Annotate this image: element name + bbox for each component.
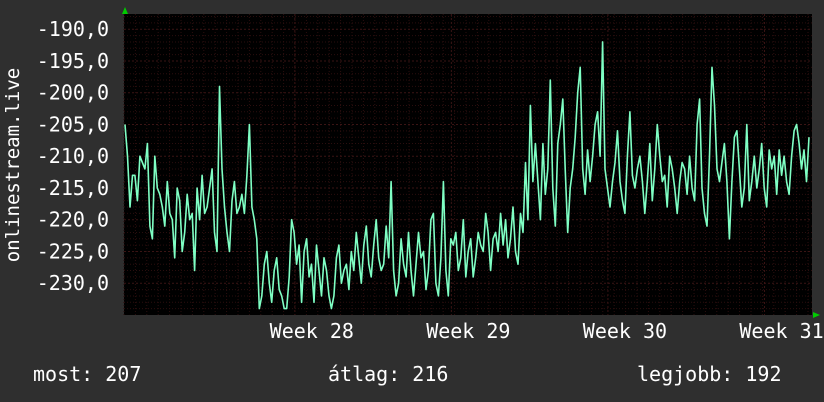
y-tick-label: -205,0 bbox=[37, 112, 109, 136]
x-tick-label: Week 29 bbox=[426, 319, 510, 343]
x-tick-label: Week 30 bbox=[583, 319, 667, 343]
x-tick-label: Week 31 bbox=[739, 319, 823, 343]
y-axis-label: onlinestream.live bbox=[2, 50, 24, 280]
x-tick-label: Week 28 bbox=[270, 319, 354, 343]
y-tick-label: -225,0 bbox=[37, 239, 109, 263]
y-tick-label: -200,0 bbox=[37, 81, 109, 105]
x-axis-arrow bbox=[813, 312, 820, 318]
line-chart: -190,0 -195,0 -200,0 -205,0 -210,0 -215,0 -220… bbox=[37, 7, 824, 343]
y-tick-label: -210,0 bbox=[37, 144, 109, 168]
y-axis-arrow bbox=[122, 7, 128, 14]
y-tick-label: -195,0 bbox=[37, 49, 109, 73]
stat-best: legjobb: 192 bbox=[637, 362, 782, 386]
y-tick-label: -215,0 bbox=[37, 176, 109, 200]
y-tick-label: -190,0 bbox=[37, 17, 109, 41]
stat-current: most: 207 bbox=[33, 362, 142, 386]
y-axis-label-text: onlinestream.live bbox=[2, 67, 24, 263]
stat-average: átlag: 216 bbox=[328, 362, 449, 386]
series-line bbox=[124, 41, 810, 310]
y-tick-label: -230,0 bbox=[37, 271, 109, 295]
plot-area bbox=[124, 14, 812, 315]
y-tick-label: -220,0 bbox=[37, 208, 109, 232]
